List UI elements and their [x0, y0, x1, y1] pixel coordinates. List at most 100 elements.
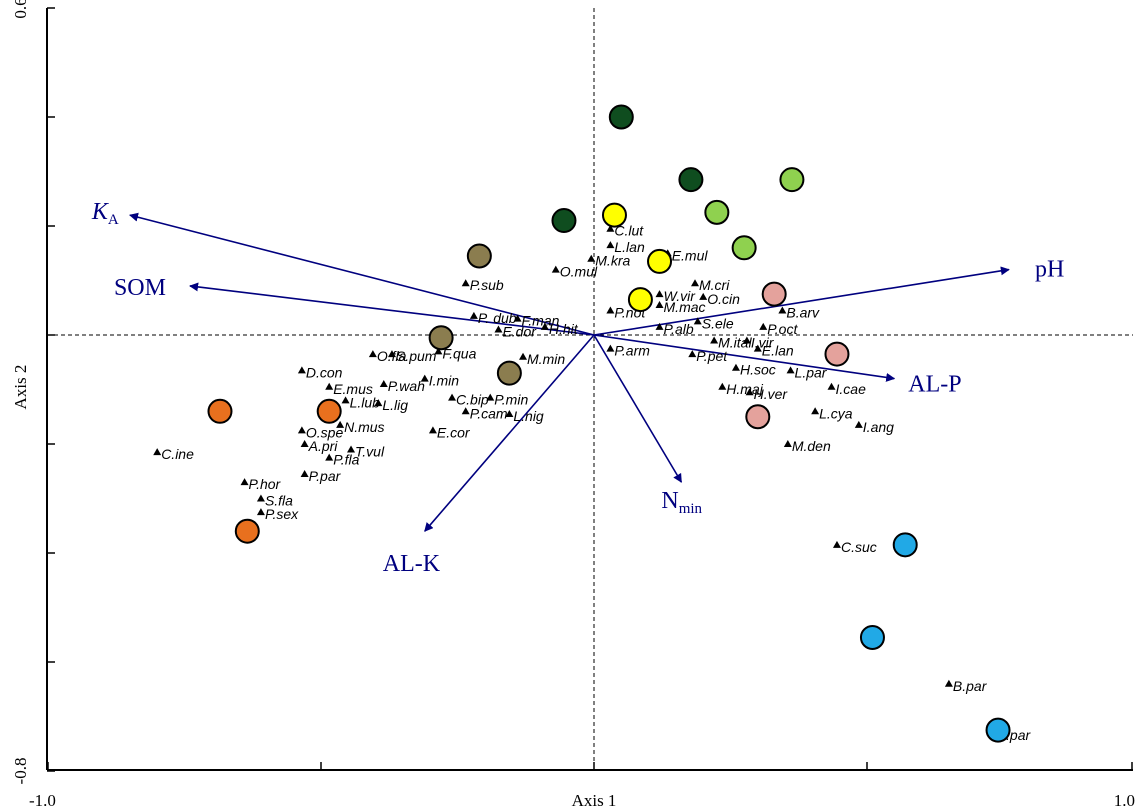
species-marker — [469, 311, 478, 319]
plot-frame — [46, 8, 1133, 771]
x-tick-label: 1.0 — [1114, 791, 1135, 810]
species-label: P.wah — [388, 378, 425, 394]
species-label: P.sub — [470, 277, 504, 293]
species-marker — [374, 399, 383, 407]
species-marker — [505, 410, 514, 418]
site-pink — [745, 404, 771, 430]
species-marker — [655, 322, 664, 330]
species-label: M.mac — [664, 299, 706, 315]
site-orange — [207, 398, 233, 424]
species-label: N.mus — [344, 419, 384, 435]
species-marker — [731, 363, 740, 371]
species-label: A.pri — [308, 438, 339, 454]
species-marker — [655, 290, 664, 298]
sample-sites — [207, 104, 1011, 743]
species-label: P. dub — [478, 310, 517, 326]
x-tick-label: -1.0 — [29, 791, 56, 810]
species-label: B.par — [953, 678, 988, 694]
species-marker — [368, 350, 377, 358]
species-marker — [783, 440, 792, 447]
vector-arrow — [189, 282, 595, 336]
species-label: I.cae — [836, 381, 867, 397]
species-marker — [759, 322, 768, 330]
species-label: P.arm — [614, 343, 650, 359]
species-label: M.den — [792, 438, 831, 454]
species-label: D.con — [306, 364, 343, 380]
species-label: I.ang — [863, 419, 894, 435]
species-label: E.mus — [333, 381, 373, 397]
species-marker — [691, 279, 700, 287]
species-marker — [753, 344, 762, 352]
species-label: S.fla — [265, 493, 293, 509]
species-marker — [300, 469, 309, 477]
species-marker — [827, 382, 836, 390]
species-label: E.cor — [437, 424, 471, 440]
species-label: L.par — [795, 364, 828, 380]
site-yellow — [627, 287, 653, 313]
species-marker — [486, 393, 495, 401]
species-marker — [297, 426, 306, 434]
species-marker — [297, 366, 306, 374]
site-cyan — [859, 624, 885, 650]
species-marker — [655, 301, 664, 309]
species-marker — [606, 344, 615, 352]
species-marker — [325, 382, 334, 390]
site-light-green — [704, 199, 730, 225]
vector-arrow — [593, 266, 1010, 336]
site-olive — [428, 325, 454, 351]
species-label: P.hor — [249, 476, 282, 492]
axis-ticks: -0.8 0.6 -1.0 1.0 — [11, 0, 1135, 810]
species-marker — [786, 366, 795, 374]
species-label: L.lub — [350, 394, 381, 410]
vector-label: AL-K — [383, 551, 441, 577]
species-marker — [944, 679, 953, 687]
species-label: C.suc — [841, 539, 877, 555]
species-marker — [300, 440, 309, 447]
species-label: H.hit — [549, 321, 579, 337]
site-olive — [466, 243, 492, 269]
species-label: M.min — [527, 351, 565, 367]
species-marker — [606, 241, 615, 249]
species-label: L.cya — [819, 405, 853, 421]
species-marker — [519, 352, 528, 360]
species-marker — [256, 508, 265, 516]
vector-arrow — [424, 334, 595, 532]
species-label: H.ver — [754, 386, 789, 402]
species-marker — [832, 540, 841, 548]
species-label: P.min — [494, 392, 528, 408]
species-marker — [494, 325, 503, 333]
species-label: C.lut — [614, 223, 644, 239]
species-marker — [153, 448, 162, 456]
species-marker — [256, 494, 265, 502]
species-label: L.lan — [614, 239, 645, 255]
vector-arrow — [129, 212, 595, 336]
y-tick-label: 0.6 — [11, 0, 30, 19]
species-label: P.cam — [470, 405, 508, 421]
species-marker — [742, 336, 751, 344]
species-marker — [710, 336, 719, 344]
species-marker — [428, 426, 437, 434]
environmental-vectors: KA SOM pH AL-P Nmin AL-K — [91, 199, 1064, 577]
species-label: M.ital — [718, 334, 752, 350]
vector-label: pH — [1035, 257, 1064, 283]
site-light-green — [731, 235, 757, 261]
vector-label: SOM — [114, 275, 166, 301]
species-label: P.pet — [696, 348, 728, 364]
species-label: P.par — [309, 468, 342, 484]
species-marker — [325, 453, 334, 461]
y-tick-label: -0.8 — [11, 758, 30, 785]
species-marker — [606, 224, 615, 232]
species-label: C.bip — [456, 392, 489, 408]
species-marker — [420, 374, 429, 382]
species-marker — [461, 407, 470, 415]
species-marker — [606, 306, 615, 314]
species-label: O.cin — [707, 291, 740, 307]
species-label: E.mul — [672, 247, 709, 263]
species-marker — [448, 393, 457, 401]
species-marker — [461, 279, 470, 287]
species-marker — [551, 265, 560, 273]
species-label: H.maj — [726, 381, 763, 397]
y-axis-title: Axis 2 — [11, 365, 30, 410]
